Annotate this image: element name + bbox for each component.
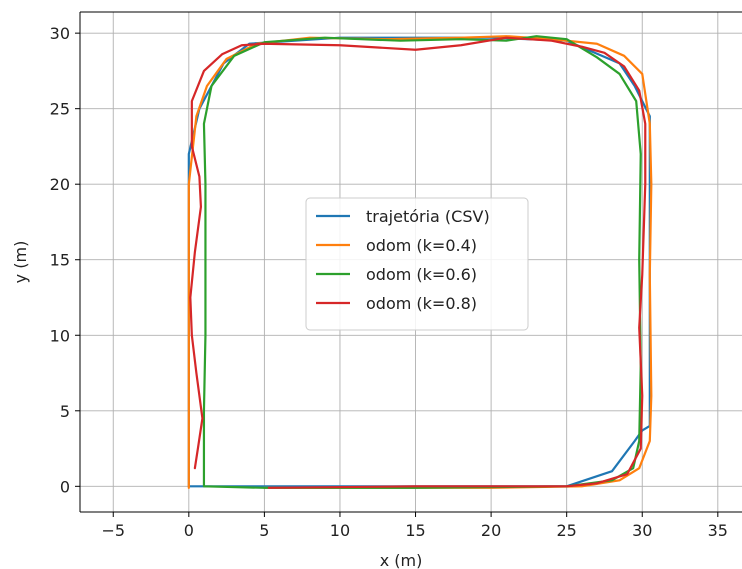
legend-box [305, 197, 529, 331]
axes-frame [79, 11, 742, 513]
series-group [187, 35, 653, 489]
series-line-4 [189, 36, 647, 489]
legend: trajetória (CSV) odom (k=0.4) odom (k=0.6)… [305, 197, 529, 331]
x-axis-label: x (m) [380, 551, 423, 569]
x-tick-label: 0 [184, 521, 194, 540]
y-tick-label: 15 [50, 251, 70, 270]
x-tick-label: 25 [556, 521, 576, 540]
y-tick-label: 10 [50, 326, 70, 345]
legend-label-2: odom (k=0.4) [366, 236, 477, 255]
x-tick-label: 30 [632, 521, 652, 540]
x-tick-label: 10 [330, 521, 350, 540]
series-line-2 [187, 35, 653, 489]
legend-label-4: odom (k=0.8) [366, 294, 477, 313]
y-tick-label: 20 [50, 175, 70, 194]
x-tick-label: −5 [101, 521, 125, 540]
y-tick-label: 0 [60, 477, 70, 496]
y-ticks: 0 5 10 15 20 25 30 [50, 24, 80, 496]
x-ticks: −5 0 5 10 15 20 25 30 35 [101, 512, 728, 540]
x-tick-label: 5 [259, 521, 269, 540]
y-tick-label: 25 [50, 100, 70, 119]
y-tick-label: 30 [50, 24, 70, 43]
x-tick-label: 20 [481, 521, 501, 540]
x-tick-label: 15 [405, 521, 425, 540]
y-axis-label: y (m) [11, 241, 30, 284]
series-line-3 [202, 35, 642, 489]
y-tick-label: 5 [60, 402, 70, 421]
legend-label-3: odom (k=0.6) [366, 265, 477, 284]
x-tick-label: 35 [708, 521, 728, 540]
legend-label-1: trajetória (CSV) [366, 207, 490, 226]
